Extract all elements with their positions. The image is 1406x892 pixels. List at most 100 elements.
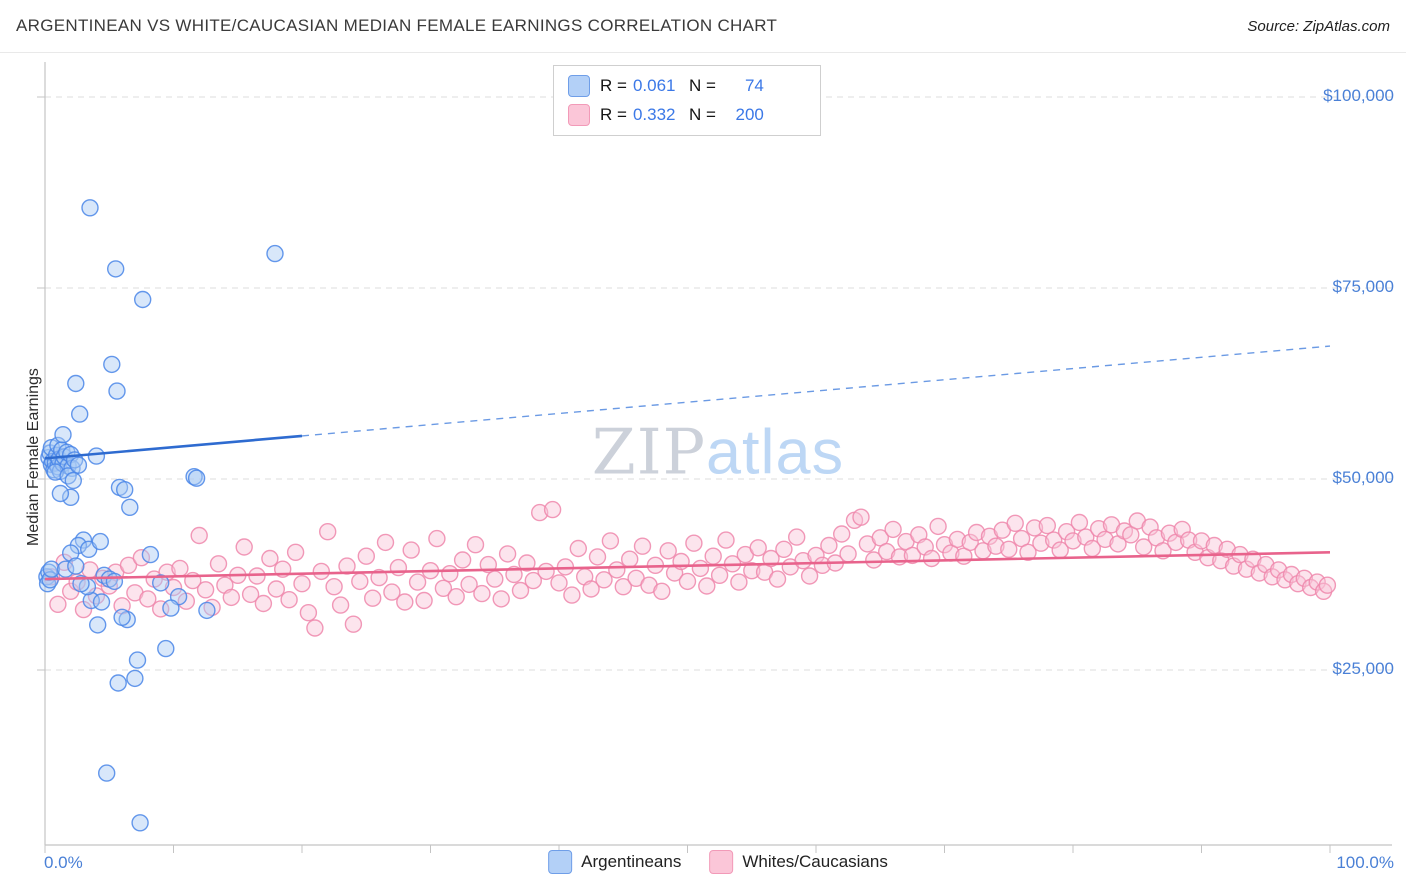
scatter-point-argentineans — [141, 545, 160, 564]
scatter-point-argentineans — [42, 560, 61, 578]
scatter-point-whites — [286, 543, 305, 561]
n-value-argentineans: 74 — [744, 76, 764, 95]
scatter-point-argentineans — [67, 557, 85, 575]
x-axis-max-label: 100.0% — [1336, 853, 1394, 872]
scatter-point-argentineans — [61, 488, 80, 506]
scatter-point-argentineans — [266, 244, 284, 263]
scatter-point-whites — [1141, 518, 1159, 536]
scatter-point-whites — [569, 539, 587, 558]
scatter-point-argentineans — [81, 199, 99, 217]
scatter-point-argentineans — [64, 471, 83, 490]
scatter-point-argentineans — [157, 639, 175, 658]
scatter-point-whites — [1096, 530, 1114, 549]
scatter-point-whites — [794, 552, 812, 570]
scatter-point-argentineans — [91, 532, 110, 551]
r-label: R = — [600, 76, 627, 95]
scatter-point-whites — [1192, 532, 1211, 550]
scatter-point-whites — [1173, 520, 1191, 539]
scatter-point-argentineans — [187, 469, 206, 487]
stats-legend-row-argentineans: R = 0.061 N = 74 — [568, 75, 806, 97]
trend-line-whites — [44, 551, 1331, 581]
r-value-whites: 0.332 — [632, 105, 676, 124]
scatter-point-whites — [383, 583, 401, 601]
scatter-point-whites — [119, 556, 138, 574]
n-value-whites: 200 — [735, 105, 764, 124]
scatter-point-whites — [1064, 532, 1082, 550]
scatter-point-whites — [775, 540, 793, 558]
scatter-point-whites — [357, 547, 375, 565]
scatter-point-whites — [299, 604, 318, 622]
scatter-point-whites — [1282, 565, 1301, 584]
scatter-point-whites — [543, 500, 562, 519]
scatter-point-whites — [1019, 543, 1037, 561]
stats-legend-row-whites: R = 0.332 N = 200 — [568, 104, 806, 126]
x-axis-min-label: 0.0% — [44, 853, 83, 872]
scatter-point-whites — [351, 572, 369, 591]
scatter-point-whites — [209, 555, 228, 573]
scatter-point-whites — [344, 615, 363, 633]
scatter-point-argentineans — [70, 405, 89, 423]
scatter-point-whites — [241, 585, 260, 604]
scatter-point-whites — [402, 541, 420, 559]
scatter-point-whites — [582, 580, 600, 598]
n-label: N = — [688, 105, 716, 124]
scatter-point-whites — [396, 593, 414, 611]
source-name: ZipAtlas.com — [1303, 17, 1390, 35]
scatter-point-whites — [222, 588, 241, 607]
scatter-point-whites — [1318, 576, 1337, 594]
scatter-point-whites — [171, 559, 189, 578]
scatter-point-argentineans — [87, 447, 106, 465]
scatter-point-whites — [1295, 569, 1314, 587]
scatter-point-whites — [1269, 561, 1288, 579]
stats-legend: R = 0.061 N = 74 R = 0.332 N = 200 — [553, 65, 821, 136]
scatter-point-whites — [511, 581, 530, 600]
scatter-point-whites — [550, 574, 568, 592]
legend-item-whites: Whites/Caucasians — [709, 850, 888, 874]
scatter-point-whites — [1006, 514, 1024, 532]
scatter-point-whites — [1122, 526, 1140, 544]
scatter-point-whites — [678, 572, 697, 591]
scatter-point-whites — [717, 531, 735, 549]
y-axis-title: Median Female Earnings — [25, 368, 42, 546]
scatter-point-whites — [139, 590, 157, 608]
scatter-point-whites — [389, 558, 408, 577]
scatter-point-argentineans — [67, 374, 85, 393]
scatter-point-whites — [261, 549, 279, 568]
scatter-point-whites — [1263, 568, 1281, 586]
scatter-point-whites — [312, 562, 330, 581]
scatter-point-whites — [254, 594, 273, 613]
scatter-point-whites — [370, 568, 388, 587]
scatter-point-whites — [852, 508, 870, 526]
scatter-point-whites — [768, 570, 787, 588]
scatter-point-whites — [588, 548, 607, 566]
scatter-point-argentineans — [115, 481, 134, 499]
scatter-point-whites — [839, 545, 857, 563]
scatter-point-argentineans — [109, 674, 127, 692]
series-legend: Argentineans Whites/Caucasians — [548, 850, 888, 874]
scatter-point-whites — [743, 562, 761, 580]
scatter-point-argentineans — [54, 426, 72, 444]
scatter-point-whites — [595, 571, 613, 589]
scatter-point-whites — [267, 580, 285, 598]
scatter-point-whites — [492, 590, 510, 608]
scatter-point-whites — [498, 545, 517, 563]
scatter-point-whites — [1089, 520, 1108, 538]
scatter-point-whites — [1237, 560, 1256, 578]
scatter-point-whites — [447, 588, 465, 606]
argentineans-legend-label: Argentineans — [581, 852, 682, 871]
scatter-point-whites — [408, 573, 427, 591]
scatter-point-whites — [563, 586, 581, 604]
scatter-point-whites — [190, 526, 208, 545]
scatter-point-argentineans — [121, 498, 139, 516]
scatter-point-whites — [364, 589, 382, 607]
scatter-point-whites — [1160, 524, 1179, 542]
scatter-point-argentineans — [198, 601, 216, 620]
scatter-point-argentineans — [151, 574, 170, 592]
legend-item-argentineans: Argentineans — [548, 850, 681, 874]
scatter-point-whites — [428, 529, 446, 548]
argentineans-legend-swatch-icon — [548, 850, 573, 874]
scatter-point-whites — [987, 537, 1005, 555]
scatter-point-whites — [441, 565, 459, 583]
scatter-point-whites — [608, 561, 626, 579]
